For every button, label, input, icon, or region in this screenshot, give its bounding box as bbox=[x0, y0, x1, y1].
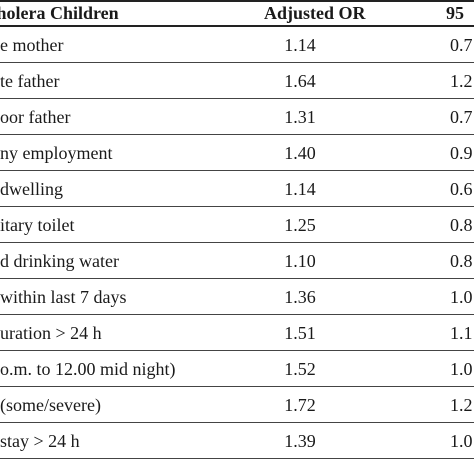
table-row: o.m. to 12.00 mid night) 1.52 1.0 bbox=[0, 351, 474, 387]
row-divider bbox=[0, 350, 474, 351]
row-divider bbox=[0, 278, 474, 279]
row-adjusted-or: 1.64 bbox=[284, 71, 316, 91]
table-row: stay > 24 h 1.39 1.0 bbox=[0, 423, 474, 459]
row-factor: e mother bbox=[0, 35, 64, 55]
row-ci: 0.7 bbox=[450, 107, 473, 127]
row-adjusted-or: 1.14 bbox=[284, 179, 316, 199]
row-ci: 0.7 bbox=[450, 35, 473, 55]
row-ci: 1.1 bbox=[450, 323, 473, 343]
row-adjusted-or: 1.10 bbox=[284, 251, 316, 271]
row-factor: ny employment bbox=[0, 143, 113, 163]
row-factor: within last 7 days bbox=[0, 287, 127, 307]
header-factor: of Cholera Children bbox=[0, 3, 119, 23]
table-row: dwelling 1.14 0.6 bbox=[0, 171, 474, 207]
row-ci: 0.8 bbox=[450, 215, 473, 235]
row-factor: uration > 24 h bbox=[0, 323, 102, 343]
table-row: itary toilet 1.25 0.8 bbox=[0, 207, 474, 243]
table-row: within last 7 days 1.36 1.0 bbox=[0, 279, 474, 315]
header-adjusted-or: Adjusted OR bbox=[264, 3, 366, 23]
row-ci: 1.0 bbox=[450, 287, 473, 307]
row-factor: o.m. to 12.00 mid night) bbox=[0, 359, 176, 379]
row-adjusted-or: 1.31 bbox=[284, 107, 316, 127]
table-header-row: of Cholera Children Adjusted OR 95 bbox=[0, 0, 474, 26]
row-factor: itary toilet bbox=[0, 215, 75, 235]
row-factor: d drinking water bbox=[0, 251, 119, 271]
row-ci: 0.8 bbox=[450, 251, 473, 271]
row-adjusted-or: 1.40 bbox=[284, 143, 316, 163]
row-divider bbox=[0, 134, 474, 135]
row-divider bbox=[0, 98, 474, 99]
row-factor: oor father bbox=[0, 107, 71, 127]
row-ci: 1.0 bbox=[450, 359, 473, 379]
row-divider bbox=[0, 242, 474, 243]
table-header-rule bbox=[0, 25, 474, 27]
row-divider bbox=[0, 170, 474, 171]
row-divider bbox=[0, 314, 474, 315]
row-factor: dwelling bbox=[0, 179, 63, 199]
row-adjusted-or: 1.51 bbox=[284, 323, 316, 343]
row-ci: 1.2 bbox=[450, 395, 473, 415]
row-factor: stay > 24 h bbox=[0, 431, 80, 451]
table-row: uration > 24 h 1.51 1.1 bbox=[0, 315, 474, 351]
row-divider bbox=[0, 206, 474, 207]
row-adjusted-or: 1.36 bbox=[284, 287, 316, 307]
row-divider bbox=[0, 422, 474, 423]
row-ci: 0.6 bbox=[450, 179, 473, 199]
header-ci: 95 bbox=[446, 3, 464, 23]
table-row: ny employment 1.40 0.9 bbox=[0, 135, 474, 171]
table-top-rule bbox=[0, 0, 474, 2]
row-adjusted-or: 1.52 bbox=[284, 359, 316, 379]
table-row: e mother 1.14 0.7 bbox=[0, 27, 474, 63]
table-row: d drinking water 1.10 0.8 bbox=[0, 243, 474, 279]
table-row: te father 1.64 1.2 bbox=[0, 63, 474, 99]
row-factor: (some/severe) bbox=[0, 395, 101, 415]
row-adjusted-or: 1.39 bbox=[284, 431, 316, 451]
table-row: oor father 1.31 0.7 bbox=[0, 99, 474, 135]
row-ci: 1.0 bbox=[450, 431, 473, 451]
row-factor: te father bbox=[0, 71, 60, 91]
row-divider bbox=[0, 386, 474, 387]
row-divider bbox=[0, 62, 474, 63]
row-ci: 1.2 bbox=[450, 71, 473, 91]
row-adjusted-or: 1.25 bbox=[284, 215, 316, 235]
row-adjusted-or: 1.72 bbox=[284, 395, 316, 415]
table-row: (some/severe) 1.72 1.2 bbox=[0, 387, 474, 423]
row-adjusted-or: 1.14 bbox=[284, 35, 316, 55]
row-divider bbox=[0, 458, 474, 459]
row-ci: 0.9 bbox=[450, 143, 473, 163]
